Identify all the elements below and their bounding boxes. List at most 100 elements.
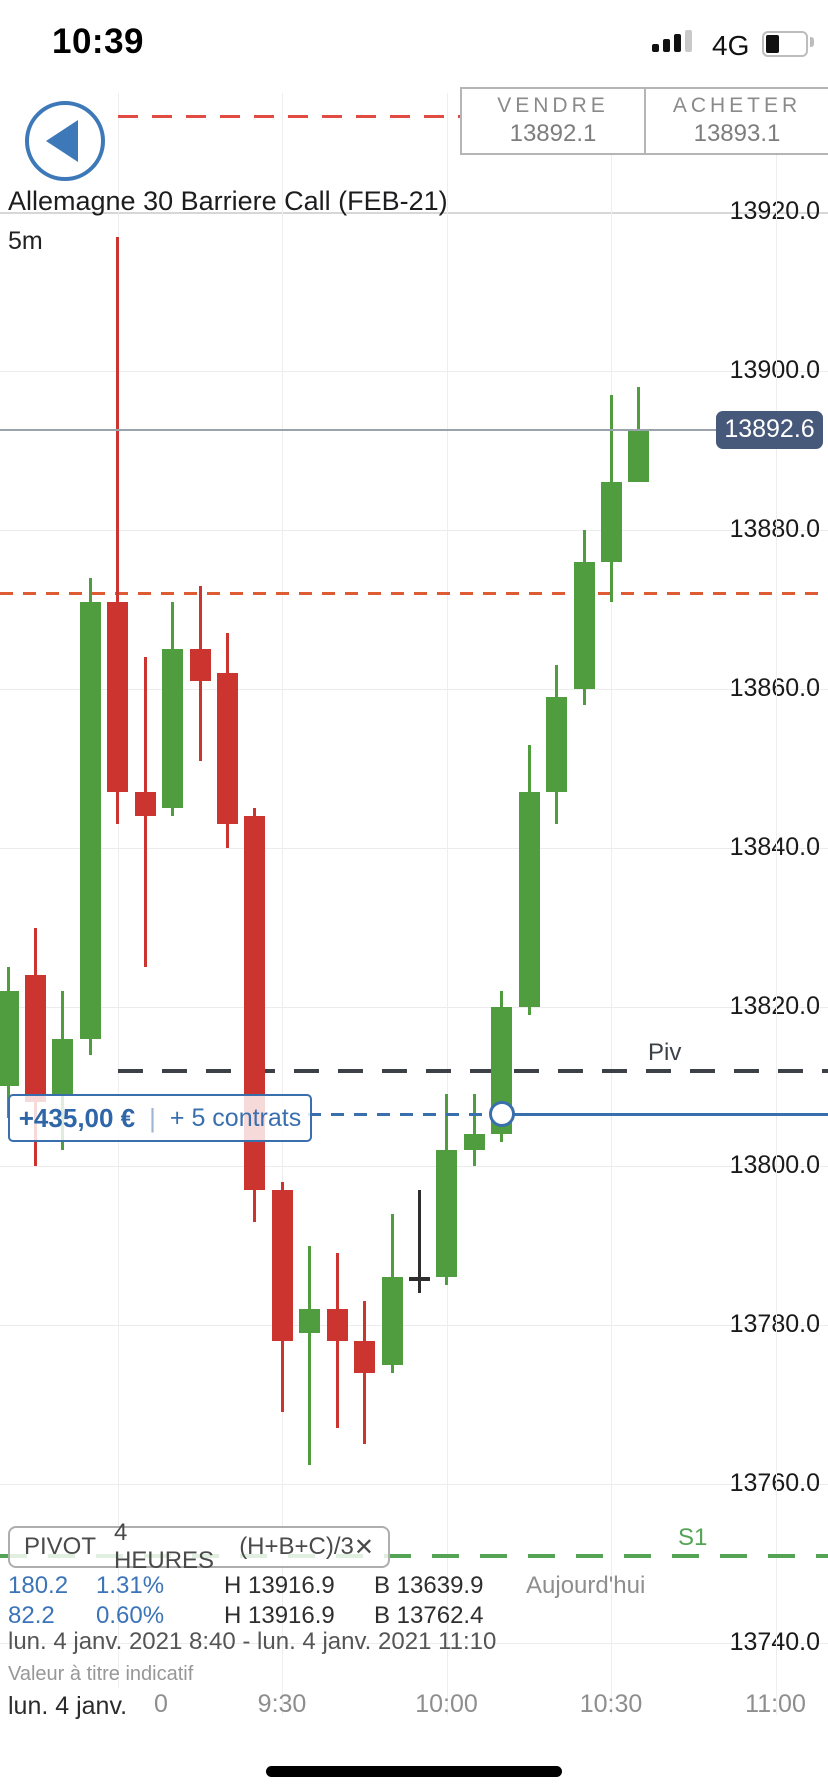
position-line-dashed — [308, 1112, 502, 1116]
position-contracts: + 5 contrats — [169, 1103, 302, 1132]
x-gridline — [611, 93, 612, 1715]
x-gridline — [775, 93, 777, 1715]
y-axis-label: 13800.0 — [729, 1151, 820, 1179]
candle — [107, 601, 129, 793]
quote-panel: VENDRE 13892.1 ACHETER 13893.1 — [460, 87, 828, 155]
signal-strength-icon — [652, 30, 698, 52]
current-price-line — [0, 428, 716, 431]
change-value: 180.2 — [8, 1572, 69, 1599]
back-button[interactable] — [25, 101, 105, 181]
candle-wick — [308, 1245, 312, 1465]
candle-wick — [116, 236, 120, 825]
x-axis-label: 9:30 — [257, 1690, 307, 1718]
sell-label: VENDRE — [497, 94, 609, 117]
candle-wick — [472, 1094, 476, 1166]
x-tick-partial: 0 — [154, 1690, 168, 1718]
change-percent: 0.60% — [96, 1602, 165, 1629]
pivot-line — [118, 1068, 828, 1073]
stats-row-2: 82.2 0.60% H 13916.9 B 13762.4 — [8, 1602, 483, 1630]
candle — [0, 991, 19, 1087]
candle — [600, 482, 622, 562]
candle — [52, 1038, 74, 1095]
y-gridline — [0, 848, 828, 849]
y-axis-label: 13900.0 — [729, 356, 820, 384]
y-gridline — [0, 1007, 828, 1008]
y-axis-label: 13780.0 — [729, 1310, 820, 1338]
sell-button[interactable]: VENDRE 13892.1 — [462, 89, 644, 153]
low-value: B 13762.4 — [374, 1602, 484, 1629]
x-axis-label: 10:30 — [579, 1690, 643, 1718]
y-axis-label: 13920.0 — [729, 197, 820, 225]
home-indicator[interactable] — [266, 1766, 562, 1777]
buy-price: 13893.1 — [693, 120, 781, 147]
candle — [436, 1150, 458, 1278]
candle — [162, 649, 184, 809]
y-axis-label: 13760.0 — [729, 1469, 820, 1497]
candle — [216, 673, 238, 825]
r1-line — [0, 592, 828, 596]
date-chip: lun. 4 janv. — [0, 1688, 150, 1724]
candle — [24, 975, 46, 1103]
y-axis-label: 13860.0 — [729, 674, 820, 702]
candle — [354, 1340, 376, 1373]
y-gridline — [0, 530, 828, 531]
pivot-formula: (H+B+C)/3 — [239, 1533, 354, 1560]
y-axis-label: 13740.0 — [729, 1628, 820, 1656]
y-gridline — [0, 371, 828, 372]
position-tag[interactable]: +435,00 € | + 5 contrats — [8, 1094, 312, 1142]
instrument-title: Allemagne 30 Barriere Call (FEB-21) — [8, 186, 448, 216]
candle — [326, 1309, 348, 1341]
x-gridline — [446, 93, 448, 1715]
x-gridline — [117, 93, 119, 1715]
x-axis-label: 10:00 — [415, 1690, 478, 1718]
y-axis-label: 13820.0 — [729, 992, 820, 1020]
s1-label: S1 — [678, 1523, 708, 1551]
y-gridline — [0, 212, 828, 214]
y-gridline — [0, 1484, 828, 1485]
candle — [628, 429, 650, 483]
battery-icon — [762, 31, 808, 57]
candle-wick — [417, 1189, 421, 1294]
y-gridline — [0, 1325, 828, 1326]
network-type-label: 4G — [712, 30, 750, 61]
position-divider: | — [149, 1102, 156, 1133]
candle — [134, 792, 156, 817]
candle — [518, 792, 540, 1007]
current-price-label: 13892.6 — [716, 410, 823, 449]
sell-price: 13892.1 — [509, 120, 597, 147]
x-gridline — [282, 93, 283, 1715]
status-time: 10:39 — [52, 22, 145, 61]
buy-label: ACHETER — [672, 94, 802, 117]
pivot-period: 4 HEURES — [114, 1519, 215, 1574]
time-range-label: lun. 4 janv. 2021 8:40 - lun. 4 janv. 20… — [8, 1628, 497, 1655]
pivot-indicator-chip[interactable]: PIVOT 4 HEURES (H+B+C)/3 ✕ — [8, 1519, 390, 1574]
y-gridline — [0, 689, 828, 690]
position-marker[interactable] — [488, 1101, 515, 1128]
candle — [381, 1277, 403, 1365]
close-icon[interactable]: ✕ — [353, 1533, 374, 1561]
candle — [299, 1309, 321, 1333]
position-pnl: +435,00 € — [18, 1102, 136, 1133]
buy-button[interactable]: ACHETER 13893.1 — [644, 89, 828, 153]
pivot-label: Piv — [648, 1038, 682, 1066]
period-label: Aujourd'hui — [526, 1572, 646, 1599]
position-line-solid — [501, 1112, 828, 1116]
y-axis-label: 13880.0 — [729, 515, 820, 543]
candle — [79, 601, 101, 1039]
x-axis-label: 11:00 — [745, 1690, 806, 1718]
candle — [573, 561, 595, 689]
battery-nub — [810, 37, 814, 47]
change-percent: 1.31% — [96, 1572, 165, 1599]
change-value: 82.2 — [8, 1602, 55, 1629]
candle — [189, 649, 211, 682]
date-label: lun. 4 janv. — [8, 1691, 128, 1720]
candle-wick — [363, 1301, 367, 1445]
candle — [546, 696, 568, 793]
pivot-name: PIVOT — [24, 1533, 97, 1560]
candle — [463, 1134, 485, 1151]
timeframe-label[interactable]: 5m — [8, 227, 43, 255]
r2-line — [118, 115, 460, 119]
y-axis-label: 13840.0 — [729, 833, 820, 861]
back-arrow-icon — [46, 120, 78, 162]
